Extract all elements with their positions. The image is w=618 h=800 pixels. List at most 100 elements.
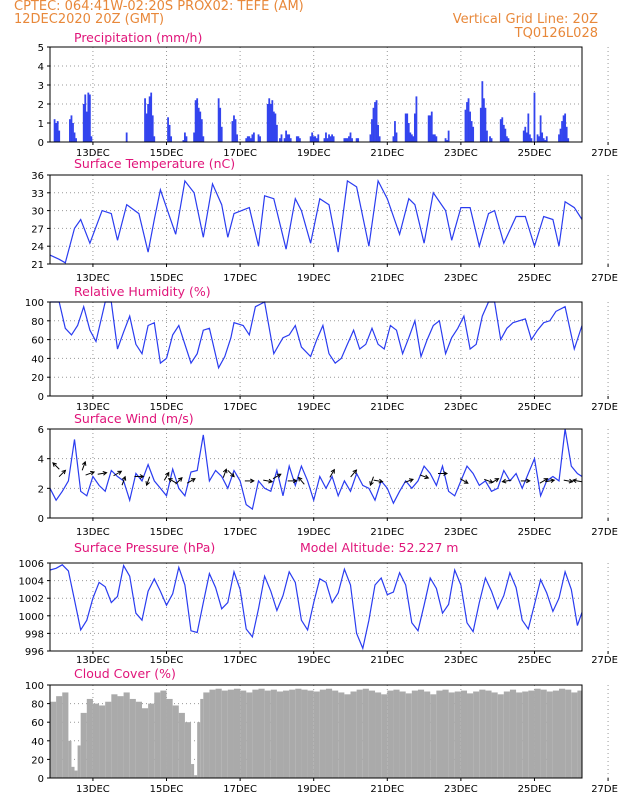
precip-bar — [351, 138, 353, 142]
plot-frame — [49, 428, 583, 519]
precip-bar — [69, 119, 71, 142]
cloud-bar — [442, 689, 449, 778]
cloud-bar — [577, 690, 582, 778]
cloud-bar — [135, 701, 142, 778]
y-tick-label: 20 — [31, 373, 44, 384]
cloud-bar — [387, 690, 394, 778]
precip-bar — [147, 104, 150, 142]
header-location: CPTEC: 064:41W-02:20S PROX02: TEFE (AM) — [14, 0, 304, 14]
precip-bar — [372, 107, 375, 142]
precip-bar — [507, 138, 510, 142]
wind-arrow-shaft — [419, 474, 429, 479]
cloud-bar — [252, 689, 259, 778]
precip-bar — [482, 98, 485, 142]
precip-bar — [88, 94, 91, 142]
x-tick-label: 21DEC — [370, 273, 404, 284]
panel-title: Surface Temperature (nC) — [74, 156, 235, 171]
precip-bar — [404, 113, 407, 142]
cloud-bar — [319, 689, 326, 778]
precip-bar — [288, 134, 291, 142]
cloud-bar — [301, 689, 308, 778]
x-tick-label: 23DEC — [444, 273, 478, 284]
y-tick-label: 80 — [31, 317, 44, 328]
wind-arrow-head — [230, 472, 235, 478]
wind-arrow-head — [177, 476, 183, 482]
y-tick-label: 33 — [31, 189, 44, 200]
precip-bar — [479, 107, 482, 142]
cloud-bar — [381, 694, 388, 778]
precip-bar — [533, 92, 536, 142]
y-tick-label: 40 — [31, 354, 44, 365]
precip-bar — [377, 124, 379, 142]
precip-bar — [328, 134, 330, 142]
cloud-bar — [184, 722, 192, 778]
precip-bar — [501, 117, 504, 142]
y-tick-label: 100 — [25, 298, 44, 309]
wind-arrow-shaft — [572, 479, 582, 483]
precip-bar — [562, 115, 565, 142]
cloud-bar — [221, 690, 228, 778]
cloud-bar — [522, 691, 529, 778]
precip-bar — [217, 98, 220, 142]
wind-arrow-head — [550, 478, 556, 484]
precip-bar — [248, 136, 251, 142]
header-grid-note: Vertical Grid Line: 20Z — [452, 12, 598, 27]
cloud-bar — [295, 688, 302, 778]
wind-arrow-shaft — [298, 477, 305, 485]
precip-bar — [525, 132, 528, 142]
cloud-bar — [362, 688, 369, 778]
precip-bar — [395, 132, 398, 142]
series-line — [49, 178, 583, 264]
x-tick-label: 21DEC — [370, 784, 404, 795]
cloud-bar — [503, 691, 510, 778]
precip-bar — [58, 130, 61, 142]
precip-bar — [375, 100, 378, 142]
cloud-bar — [325, 688, 333, 778]
x-tick-label: 21DEC — [370, 655, 404, 666]
cloud-bar — [99, 705, 106, 778]
cloud-bar — [516, 692, 523, 778]
cloud-bar — [203, 692, 210, 778]
cloud-bar — [56, 696, 63, 778]
wind-arrow-shaft — [502, 479, 512, 483]
wind-arrow-shaft — [459, 478, 469, 484]
precip-bar — [371, 119, 373, 142]
cloud-bar — [74, 770, 78, 778]
x-tick-label: 25DEC — [518, 527, 552, 538]
precip-bar — [504, 128, 507, 142]
precip-bar — [357, 138, 360, 142]
precip-bar — [481, 81, 484, 142]
precip-bar — [314, 136, 317, 142]
cloud-bar — [71, 766, 75, 778]
precip-bar — [295, 136, 298, 142]
precip-bar — [233, 115, 235, 142]
precip-bar — [542, 138, 545, 142]
cloud-bar — [148, 703, 155, 778]
cloud-bar — [50, 701, 57, 778]
x-tick-label: 25DEC — [518, 273, 552, 284]
precip-bar — [315, 138, 318, 142]
precip-bar — [153, 136, 156, 142]
precip-bar — [317, 134, 320, 142]
cloud-bar — [571, 692, 578, 778]
x-tick-label: 15DEC — [150, 402, 184, 413]
cloud-bar — [200, 698, 204, 778]
y-tick-label: 3 — [38, 81, 44, 92]
precip-bar — [559, 128, 562, 142]
wind-arrow-shaft — [113, 470, 122, 477]
cloud-bar — [62, 692, 69, 778]
precip-bar — [84, 94, 87, 142]
precip-bar — [432, 134, 435, 142]
precip-bar — [410, 134, 413, 142]
precip-bar — [272, 111, 275, 142]
wind-arrow-head — [90, 470, 96, 476]
cloud-bar — [411, 690, 418, 778]
precip-bar — [466, 102, 468, 142]
precip-bar — [545, 136, 548, 142]
cloud-bar — [509, 689, 517, 778]
wind-arrow-shaft — [227, 469, 235, 478]
precip-bar — [196, 98, 199, 142]
precip-bar — [489, 136, 491, 142]
